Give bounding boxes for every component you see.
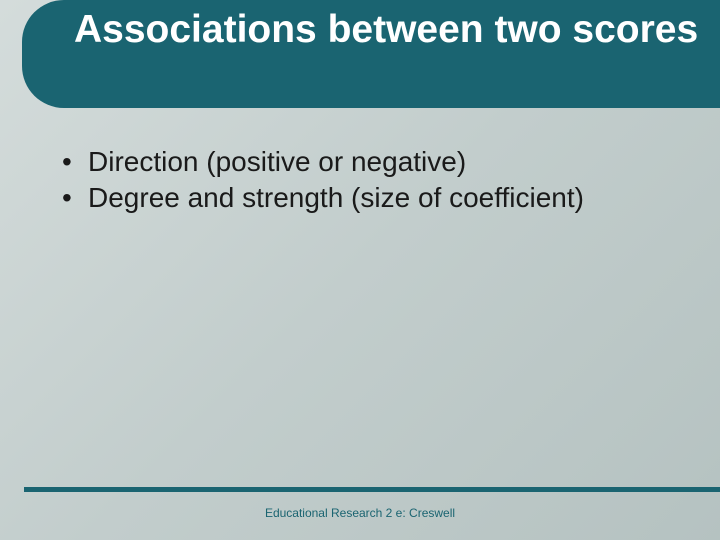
slide-container: Associations between two scores Directio… xyxy=(0,0,720,540)
bullet-text: Degree and strength (size of coefficient… xyxy=(88,182,584,213)
bullet-item: Degree and strength (size of coefficient… xyxy=(62,180,650,216)
footer-text: Educational Research 2 e: Creswell xyxy=(0,506,720,520)
bullet-text: Direction (positive or negative) xyxy=(88,146,466,177)
slide-title: Associations between two scores xyxy=(74,8,698,53)
title-band: Associations between two scores xyxy=(22,0,720,108)
bullet-item: Direction (positive or negative) xyxy=(62,144,650,180)
divider-rule xyxy=(24,487,720,492)
bullet-list: Direction (positive or negative) Degree … xyxy=(62,144,650,216)
